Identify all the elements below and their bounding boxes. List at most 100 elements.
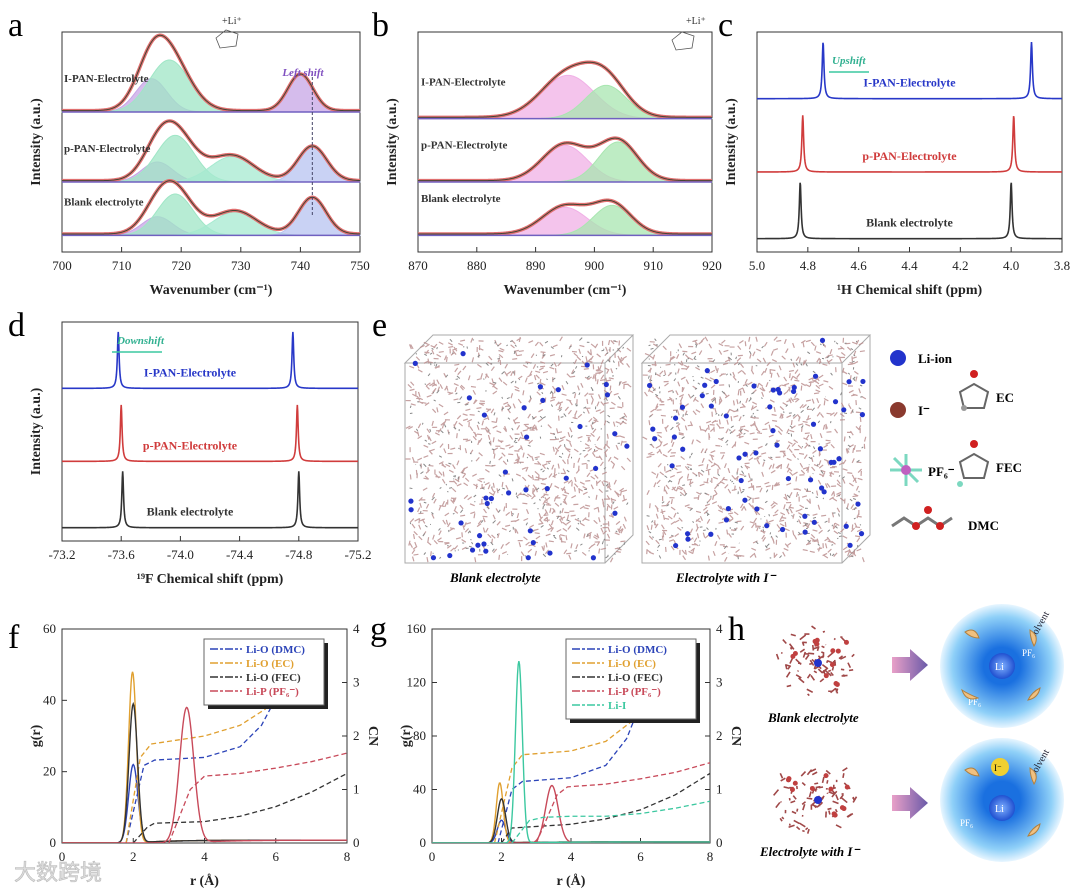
li-ion	[846, 379, 852, 385]
solvent-network	[405, 336, 632, 563]
li-ion	[506, 490, 512, 496]
x-tick-label: 3.8	[1054, 258, 1070, 273]
li-ion	[530, 540, 536, 546]
rdf-curve	[432, 782, 710, 843]
trace-label: I-PAN-Electrolyte	[64, 73, 149, 85]
li-ion	[742, 497, 748, 503]
y-axis-label: Intensity (a.u.)	[29, 98, 44, 186]
li-ion	[831, 459, 837, 465]
solvent-network	[409, 337, 629, 559]
li-ion	[590, 555, 596, 561]
nmr-spectrum	[62, 404, 358, 463]
li-ion	[612, 431, 618, 437]
x-tick-label: 0	[429, 849, 436, 864]
li-ion	[817, 446, 823, 452]
li-ion	[544, 486, 550, 492]
li-ion	[819, 485, 825, 491]
li-ion	[819, 337, 826, 344]
y2-tick-label: 2	[353, 728, 360, 743]
nmr-spectrum	[756, 41, 1063, 100]
x-tick-label: 8	[344, 849, 351, 864]
cn-curve	[511, 800, 710, 843]
trace-p-pan-electrolyte: p-PAN-Electrolyte	[62, 404, 358, 463]
x-axis-label: ¹H Chemical shift (ppm)	[837, 283, 983, 298]
series-group	[432, 660, 710, 843]
li-ion	[699, 393, 705, 399]
measured-spectrum	[62, 180, 361, 235]
md-box-blank	[403, 334, 635, 564]
y2-tick-label: 0	[353, 835, 360, 850]
li-ion	[810, 421, 817, 427]
legend-entry: Li-O (EC)	[608, 658, 656, 670]
y2-tick-label: 1	[353, 782, 360, 797]
cn-curve	[493, 692, 655, 843]
solvent-network	[646, 338, 864, 560]
md-box-iodide	[640, 334, 872, 564]
trace-label: Blank electrolyte	[421, 193, 501, 205]
li-ion	[785, 475, 792, 482]
li-label: Li	[995, 804, 1004, 815]
li-ion	[547, 550, 553, 556]
legend-entry: Li-P (PF₆⁻)	[608, 686, 661, 698]
pf6-molecule-icon	[890, 454, 922, 486]
legend-entry: Li-I	[608, 700, 626, 712]
panel-label-g: g	[370, 611, 387, 648]
li-ion	[523, 487, 529, 493]
li-ion	[736, 455, 742, 461]
x-axis-label: Wavenumber (cm⁻¹)	[150, 283, 273, 298]
li-ion	[460, 351, 466, 357]
legend-li: Li-ion	[918, 351, 953, 366]
rdf-curve	[62, 706, 347, 843]
watermark: 大数跨境	[14, 861, 102, 886]
fit-component	[418, 206, 712, 236]
li-ion	[483, 548, 489, 554]
li-ion	[702, 382, 708, 388]
trace-label: I-PAN-Electrolyte	[144, 365, 237, 379]
li-ion	[777, 390, 783, 396]
rdf-curve	[62, 763, 347, 843]
cn-curve	[125, 666, 298, 843]
x-tick-label: 720	[171, 258, 191, 273]
x-tick-label: 920	[702, 258, 722, 273]
shift-annotation: Downshift	[116, 335, 165, 347]
trace-p-pan-electrolyte: p-PAN-Electrolyte	[62, 119, 361, 183]
li-ion	[847, 542, 853, 548]
x-tick-label: 740	[291, 258, 311, 273]
y-tick-label: 20	[43, 764, 56, 779]
panel-label-d: d	[8, 307, 25, 344]
x-tick-label: -73.6	[108, 547, 136, 562]
x-tick-label: 4.2	[952, 258, 968, 273]
trace-label: Blank electrolyte	[64, 196, 144, 208]
trace-label: Blank electrolyte	[147, 505, 234, 519]
li-ion	[577, 423, 583, 430]
li-ion	[802, 529, 808, 535]
panel-label-b: b	[372, 7, 389, 44]
oxygen-atom	[835, 648, 841, 654]
trace-label: p-PAN-Electrolyte	[64, 143, 150, 155]
rdf-curve	[432, 797, 710, 843]
li-ion	[524, 434, 530, 440]
legend-entry: Li-O (EC)	[246, 658, 294, 670]
panel-h: Blank electrolyte Electrolyte with I⁻ Li…	[759, 604, 1064, 862]
x-tick-label: 700	[52, 258, 72, 273]
y-axis-label: Intensity (a.u.)	[385, 98, 400, 186]
panel-label-e: e	[372, 307, 387, 344]
legend-pf6: PF₆⁻	[928, 464, 955, 479]
li-ion	[807, 477, 814, 483]
li-ion	[527, 528, 533, 534]
x-tick-label: -73.2	[48, 547, 75, 562]
li-ion	[680, 446, 686, 452]
oxygen-atom	[843, 639, 849, 645]
li-ion	[604, 392, 611, 398]
li-ion	[646, 382, 653, 389]
panel-label-h: h	[728, 611, 745, 648]
pf6-label: PF₆	[1022, 648, 1035, 658]
trace-p-pan-electrolyte: p-PAN-Electrolyte	[757, 115, 1062, 173]
measured-spectrum	[62, 120, 361, 182]
y-tick-label: 40	[413, 782, 426, 797]
trace-label: p-PAN-Electrolyte	[862, 149, 957, 163]
trace-label: Blank electrolyte	[866, 216, 953, 230]
li-ion	[855, 501, 861, 507]
li-ion	[704, 368, 710, 374]
